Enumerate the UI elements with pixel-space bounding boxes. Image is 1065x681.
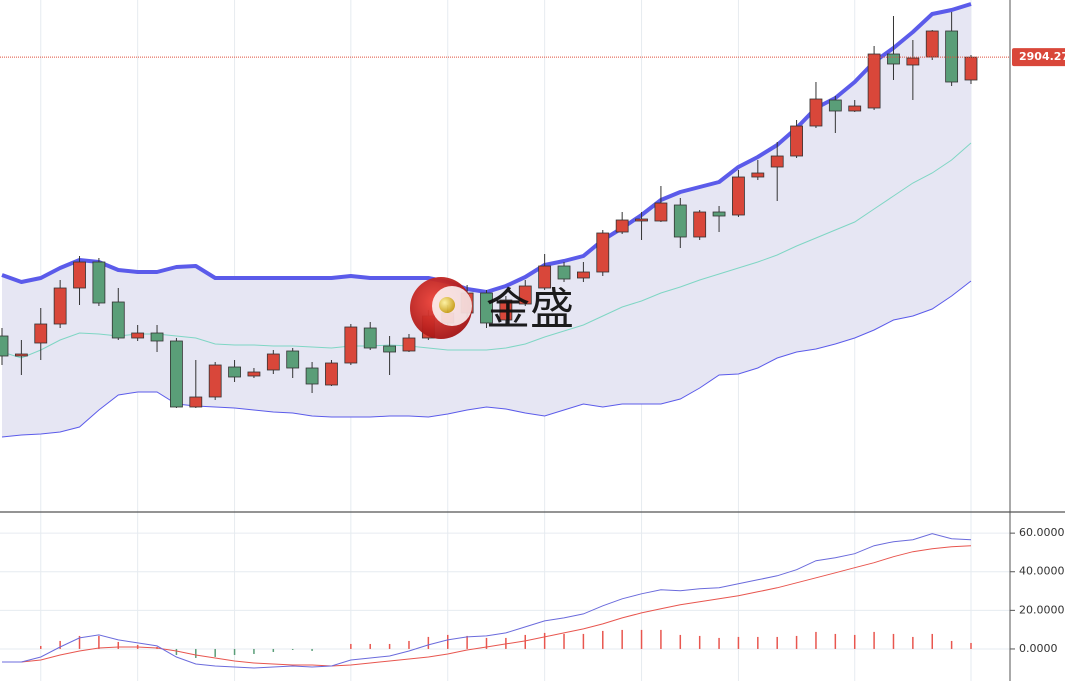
candle-body	[867, 53, 881, 109]
candle-body	[790, 125, 803, 157]
candle-body	[305, 367, 319, 385]
candle-body	[480, 292, 493, 324]
candle-body	[577, 271, 590, 279]
lower-band	[1, 280, 972, 438]
y-tick-label: 60.0000	[1019, 526, 1065, 539]
candle-body	[809, 98, 823, 127]
candle-body	[848, 105, 862, 112]
candle-body	[828, 99, 842, 112]
candle-body	[518, 285, 532, 305]
axis-layer: 2904.27 60.0000 40.0000 20.0000 0.0000	[0, 48, 1065, 655]
candle-body	[499, 299, 513, 321]
candle-body	[266, 353, 280, 371]
candle-body	[14, 353, 28, 357]
price-tag-bg	[1012, 48, 1065, 67]
candle-body	[53, 287, 67, 325]
candle-body	[712, 211, 726, 217]
candle-body	[770, 155, 784, 168]
candle-body	[887, 53, 900, 65]
candle-body	[925, 30, 939, 58]
candle-body	[150, 332, 164, 342]
y-tick-label: 40.0000	[1019, 565, 1065, 578]
band-area	[2, 4, 971, 437]
candle-body	[402, 337, 416, 352]
candle-body	[906, 57, 920, 66]
y-tick-label: 20.0000	[1019, 603, 1065, 616]
candle-body	[557, 265, 571, 280]
candle-body	[673, 204, 687, 238]
candle-body	[286, 350, 300, 369]
candle-body	[111, 301, 125, 339]
logo-ball	[439, 297, 455, 313]
dea-line	[2, 545, 972, 667]
candle-body	[325, 362, 338, 386]
price-tag: 2904.27	[1019, 50, 1065, 63]
candle-body	[228, 366, 241, 378]
candle-body	[170, 340, 183, 408]
candle-body	[131, 332, 145, 339]
band-layer	[1, 2, 972, 438]
candle-body	[635, 218, 648, 222]
candle-body	[73, 261, 86, 289]
candle-body	[693, 211, 707, 238]
candle-body	[208, 364, 222, 398]
candle-body	[654, 202, 668, 222]
y-tick-label: 0.0000	[1019, 642, 1058, 655]
watermark-logo: 金盛	[410, 277, 574, 339]
candle-body	[34, 323, 48, 344]
dif-line	[2, 533, 972, 669]
candle-body	[538, 265, 552, 289]
candle-body	[344, 326, 358, 364]
candle-body	[751, 172, 765, 178]
candle-body	[363, 327, 377, 349]
watermark-text: 金盛	[486, 284, 574, 335]
candle-body	[189, 396, 203, 408]
candle-body	[732, 176, 745, 216]
mark-layer	[0, 12, 978, 669]
candle-body	[596, 232, 610, 273]
candle-body	[92, 261, 106, 304]
candle-body	[945, 30, 959, 83]
candle-body	[247, 371, 261, 377]
candle-body	[383, 345, 397, 353]
candle-body	[615, 219, 629, 233]
middle-band	[1, 142, 972, 359]
candle-body	[0, 335, 9, 357]
candle-body	[964, 56, 978, 81]
